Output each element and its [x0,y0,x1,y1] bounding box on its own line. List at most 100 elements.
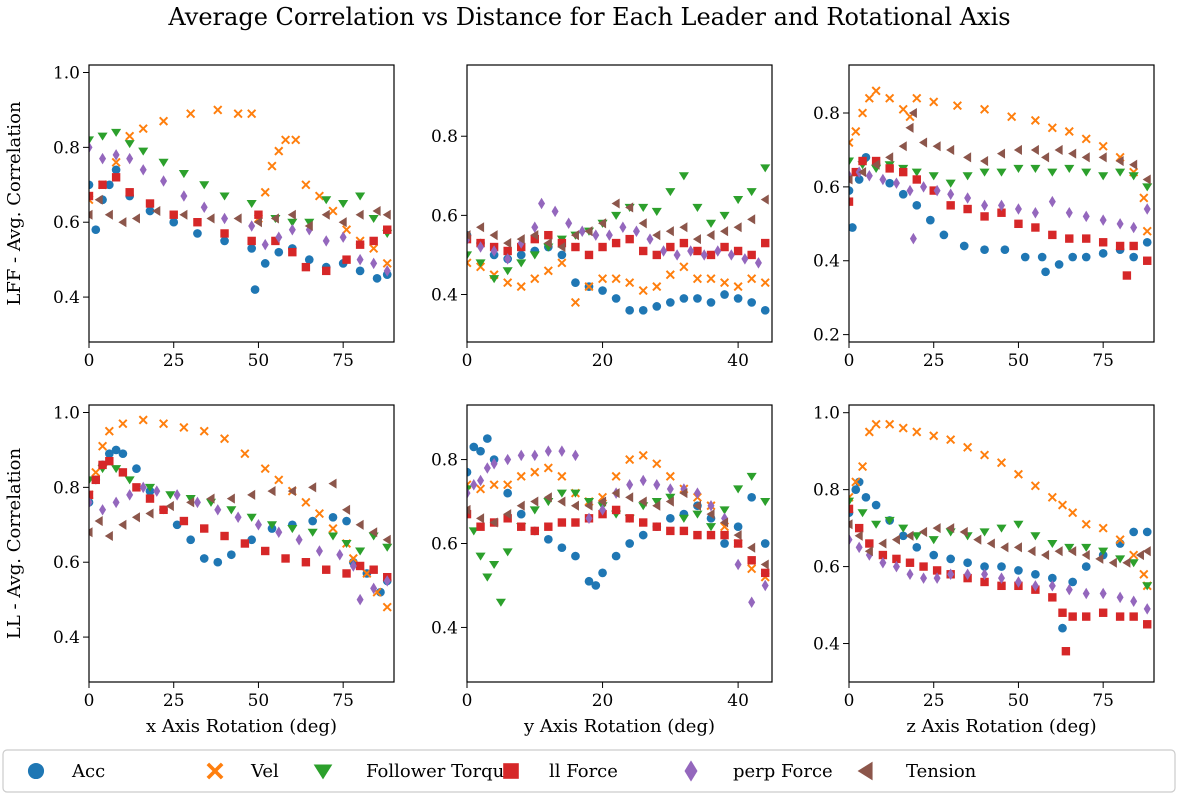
point-ll-force [997,208,1006,217]
point-ll-force [179,516,189,526]
point-vel [1081,134,1091,144]
point-acc [997,562,1006,571]
point-tension [570,500,579,511]
point-perp-force [1116,591,1124,604]
point-vel [530,467,540,477]
point-vel [611,471,621,481]
x-axis-label: z Axis Rotation (deg) [906,716,1096,737]
point-vel [864,93,874,103]
point-ll-force [111,173,121,182]
point-tension [89,527,93,538]
point-perp-force [261,238,269,251]
point-perp-force [248,220,256,232]
point-follower-torque [1142,183,1153,192]
point-follower-torque [665,493,676,502]
point-tension [692,500,701,511]
point-tension [338,217,347,228]
point-perp-force [1065,583,1073,596]
point-tension [1013,144,1022,155]
point-perp-force [707,499,715,512]
point-perp-force [653,479,661,491]
x-tick-label: 40 [727,691,749,711]
point-tension [226,493,235,504]
point-vel [516,282,526,292]
point-vel [179,422,189,433]
point-perp-force [714,245,722,257]
point-follower-torque [158,158,169,167]
point-tension [557,241,566,253]
point-vel [1030,481,1040,491]
y-tick-label: 0.6 [813,178,840,198]
point-tension [321,209,330,220]
point-follower-torque [1013,164,1024,173]
y-axis-label: LL - Avg. Correlation [4,447,25,639]
point-follower-torque [502,267,513,276]
point-perp-force [477,241,485,253]
point-ll-force [193,218,202,227]
point-tension [1030,144,1039,155]
series-follower-torque [467,164,771,284]
point-tension [584,226,593,237]
point-vel [1139,569,1149,579]
point-tension [165,501,174,512]
point-perp-force [99,504,107,516]
point-perp-force [234,511,242,524]
point-acc [665,513,675,523]
point-vel [503,480,513,490]
point-tension [304,220,313,231]
point-tension [557,496,566,507]
point-ll-force [1068,612,1077,621]
point-vel [625,278,635,288]
point-ll-force [932,566,942,575]
point-perp-force [315,545,323,557]
point-acc [482,434,492,443]
point-ll-force [571,518,580,527]
x-tick-label: 25 [163,351,185,371]
point-perp-force [139,164,147,176]
point-follower-torque [178,170,189,179]
point-ll-force [1129,612,1138,621]
point-follower-torque [1128,559,1139,568]
point-follower-torque [307,528,318,537]
point-ll-force [892,554,901,564]
point-acc [199,554,209,563]
point-ll-force [1048,593,1057,602]
point-tension [946,523,955,534]
point-tension [885,152,894,163]
point-ll-force [220,229,229,238]
point-vel [314,509,324,519]
point-ll-force [849,197,854,206]
point-acc [132,464,141,473]
point-acc [611,551,621,561]
point-vel [1142,226,1152,236]
point-ll-force [963,204,972,214]
point-follower-torque [1047,539,1058,549]
point-ll-force [1065,234,1074,243]
point-acc [1129,527,1139,537]
point-ll-force [997,581,1006,591]
point-follower-torque [678,172,689,181]
point-acc [963,558,972,568]
point-acc [1054,260,1064,269]
point-ll-force [322,266,331,276]
point-ll-force [652,522,661,531]
point-perp-force [592,229,600,241]
point-perp-force [370,582,378,595]
point-ll-force [132,483,141,492]
point-tension [747,214,756,225]
point-perp-force [855,541,863,554]
point-acc [625,539,635,548]
x-tick-label: 50 [1008,351,1030,371]
point-perp-force [214,504,222,516]
point-follower-torque [138,147,149,156]
legend: Acc Vel Follower Torque ll Force perp Force T… [2,749,1176,793]
point-perp-force [504,253,512,265]
point-perp-force [1031,580,1039,592]
point-acc [104,449,114,459]
point-acc [720,539,729,548]
point-follower-torque [638,203,649,212]
point-perp-force [1099,214,1107,226]
point-vel [679,262,689,272]
point-perp-force [383,265,391,277]
point-tension [476,513,485,524]
